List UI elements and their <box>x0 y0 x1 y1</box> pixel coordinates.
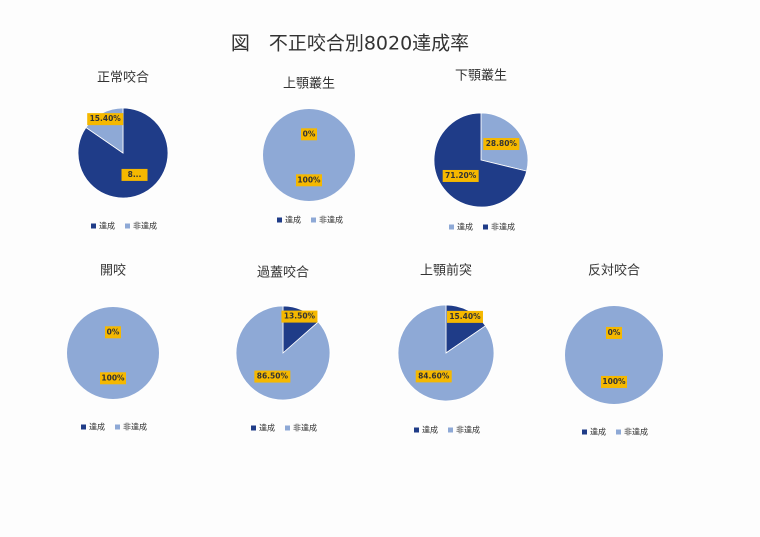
data-label: 8... <box>128 170 142 179</box>
legend-swatch <box>91 223 96 229</box>
data-label: 86.50% <box>257 372 289 381</box>
data-label: 100% <box>602 377 626 386</box>
data-label-box <box>606 326 622 339</box>
legend-swatch <box>483 224 488 230</box>
data-label-box <box>442 169 479 182</box>
legend-swatch <box>448 427 453 433</box>
legend-swatch <box>125 223 130 229</box>
chart-title: 過蓋咬合 <box>257 265 309 281</box>
legend-label: 非達成 <box>293 423 317 433</box>
data-label-box <box>100 372 126 385</box>
data-label-box <box>87 113 124 126</box>
legend-label: 非達成 <box>319 215 343 225</box>
legend-label: 達成 <box>285 215 301 225</box>
data-label: 13.50% <box>284 312 316 321</box>
legend-label: 非達成 <box>491 222 515 232</box>
legend-label: 達成 <box>457 222 473 232</box>
legend-swatch <box>616 429 621 435</box>
data-label-box <box>296 174 322 187</box>
data-label-box <box>121 168 148 181</box>
data-label-box <box>601 375 627 388</box>
data-label-box <box>446 310 483 323</box>
chart-title: 開咬 <box>100 263 126 279</box>
legend-swatch <box>311 217 316 223</box>
chart-title: 反対咬合 <box>588 263 640 279</box>
legend-label: 非達成 <box>123 422 147 432</box>
data-label-box <box>483 138 520 151</box>
data-label-box <box>301 128 317 141</box>
pie-slice <box>565 306 663 404</box>
data-label: 100% <box>297 175 321 184</box>
data-label: 100% <box>101 373 125 382</box>
pie-slice <box>67 307 159 399</box>
chart-title: 下顎叢生 <box>455 69 507 84</box>
legend-label: 非達成 <box>624 427 648 437</box>
data-label: 15.40% <box>90 114 122 123</box>
legend-swatch <box>115 424 120 430</box>
legend-swatch <box>414 427 419 433</box>
legend-label: 達成 <box>422 425 438 435</box>
data-label-box <box>281 310 318 323</box>
legend-swatch <box>582 429 587 435</box>
data-label: 0% <box>303 129 316 138</box>
chart-title: 上顎叢生 <box>283 77 335 92</box>
legend-label: 達成 <box>259 423 275 433</box>
legend-label: 達成 <box>590 427 606 437</box>
chart-title: 上顎前突 <box>420 263 472 279</box>
pie-slice <box>263 109 355 201</box>
chart-title: 正常咬合 <box>97 70 149 86</box>
data-label-box <box>105 326 121 339</box>
data-label: 0% <box>608 328 621 337</box>
data-label: 0% <box>107 327 120 336</box>
legend-label: 非達成 <box>456 425 480 435</box>
data-label: 84.60% <box>418 371 450 380</box>
legend-swatch <box>285 425 290 431</box>
data-label: 71.20% <box>445 171 477 180</box>
legend-swatch <box>81 424 86 430</box>
legend-swatch <box>251 425 256 431</box>
page-title: 図 不正咬合別8020達成率 <box>231 33 469 55</box>
data-label-box <box>254 370 291 383</box>
legend-swatch <box>277 217 282 223</box>
legend-label: 達成 <box>89 422 105 432</box>
data-label: 28.80% <box>486 139 518 148</box>
legend-label: 非達成 <box>133 221 157 231</box>
legend-swatch <box>449 224 454 230</box>
data-label-box <box>415 370 452 383</box>
pie-slice <box>433 112 528 208</box>
data-label: 15.40% <box>449 312 481 321</box>
legend-label: 達成 <box>99 221 115 231</box>
